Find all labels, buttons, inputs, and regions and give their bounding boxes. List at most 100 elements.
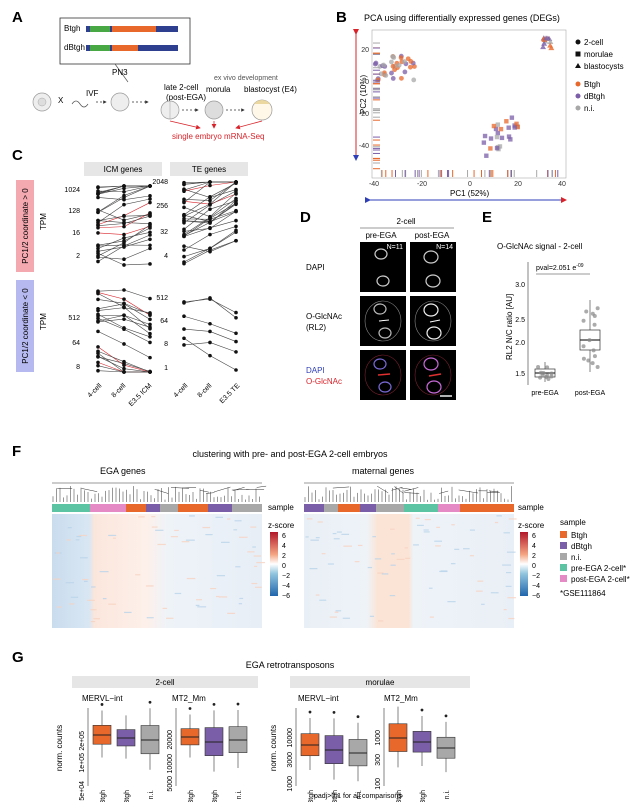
expression-point (182, 220, 186, 225)
pca-point (498, 126, 504, 132)
data-point (595, 306, 600, 311)
expression-point (234, 315, 238, 320)
expression-point (96, 210, 100, 215)
sample-annotation-segment (404, 504, 438, 512)
zscore-tick: −2 (532, 573, 540, 580)
zscore-title-right: z-score (518, 521, 545, 530)
zscore-tick: 0 (532, 563, 536, 570)
pn3-label: PN3 (112, 68, 128, 77)
g-xtick: Btgh (188, 790, 195, 802)
e-ytick: 2.5 (515, 317, 525, 324)
heatmap-cell (434, 540, 442, 542)
expression-point (96, 345, 100, 349)
expression-point (122, 366, 126, 371)
heatmap-cell (469, 555, 474, 557)
arrow-seq-3 (235, 120, 263, 130)
heatmap-cell (416, 524, 424, 526)
expression-point (148, 326, 152, 331)
expression-point (122, 359, 126, 364)
g-p3-title: MERVL−int (298, 694, 339, 703)
zscore-tick: 4 (532, 543, 536, 550)
expression-point (208, 198, 212, 203)
panel-d: D 2-cell pre-EGA post-EGA (300, 209, 456, 400)
d-col-pre: pre-EGA (365, 231, 397, 240)
g-xtick: dBtgh (332, 790, 339, 802)
sperm-icon (71, 100, 89, 108)
pca-point (506, 134, 512, 139)
icm-xtick: 4-cell (87, 382, 104, 399)
heatmap-cell (423, 531, 430, 533)
dendrogram-branch (404, 492, 420, 494)
pca-point (495, 122, 501, 127)
heatmap-cell (196, 599, 202, 601)
dapi-post-image (410, 242, 456, 292)
heatmap-cell (315, 537, 320, 539)
panel-e: E O-GlcNAc signal - 2-cell pval=2.051 e-… (482, 209, 605, 397)
heatmap-cell (315, 594, 320, 596)
heatmap-cell (481, 603, 485, 605)
expression-point (182, 232, 186, 237)
dendrogram-branch (332, 486, 350, 489)
heatmap-cell (477, 580, 484, 582)
expression-point (182, 205, 186, 210)
heatmap-cell (254, 565, 258, 568)
expression-point (234, 209, 238, 214)
expression-point (96, 255, 100, 260)
g-xtick: n.i. (148, 790, 155, 799)
heatmap-cell (309, 568, 318, 570)
expression-point (148, 230, 152, 235)
nucleus (423, 357, 439, 371)
heatmap-texture (53, 515, 517, 623)
construct-box (59, 17, 191, 65)
panel-g: G EGA retrotransposons 2-cell morulae ME… (12, 649, 470, 802)
pca-point (383, 73, 389, 78)
morula-label: morula (206, 85, 231, 94)
pca-point (493, 126, 499, 132)
expression-point (122, 301, 126, 306)
expression-point (122, 313, 126, 318)
btgh-seg-green (90, 26, 110, 32)
pca-point (411, 77, 417, 83)
pca-point (389, 59, 394, 65)
expression-point (122, 214, 126, 218)
g-ytick: 100 (375, 778, 382, 790)
expression-point (148, 355, 152, 360)
heatmap-cell (423, 529, 429, 531)
pca-xtick: -40 (369, 181, 379, 188)
e-boxplots (534, 300, 601, 382)
heatmap-cell (174, 529, 179, 532)
heatmap-cell (336, 531, 342, 533)
data-point (595, 365, 600, 370)
zscore-tick: −4 (532, 583, 540, 590)
heatmap-cell (252, 546, 256, 548)
expression-point (208, 220, 212, 225)
sample-annotation-segment (438, 504, 460, 512)
data-point (592, 322, 597, 327)
expression-point (96, 223, 100, 228)
d-n-pre: N=11 (387, 244, 404, 251)
pca-point (494, 134, 500, 140)
pca-point (391, 55, 397, 60)
heatmap-cell (215, 516, 224, 518)
embryo-outline (364, 300, 402, 342)
expression-point (148, 243, 152, 248)
pca-plot-area (371, 29, 567, 179)
heatmap-cell (80, 557, 88, 559)
heatmap-cell (135, 574, 141, 576)
heatmap-cell (90, 609, 97, 611)
expression-point (122, 288, 126, 292)
expression-point (182, 212, 186, 217)
dendrogram-branch (404, 487, 419, 492)
heatmap-cell (389, 528, 395, 530)
sample-annotation-segment (208, 504, 232, 512)
heatmap-cell (305, 536, 309, 538)
heatmap-cell (87, 599, 95, 601)
expression-point (96, 246, 100, 251)
d-row-rl2-a: O-GlcNAc (306, 312, 342, 321)
expression-point (96, 185, 100, 189)
expression-point (148, 340, 152, 345)
heatmap-cell (220, 541, 230, 543)
expression-point (182, 254, 186, 259)
pca-point (390, 63, 396, 69)
pca-point (547, 39, 554, 45)
